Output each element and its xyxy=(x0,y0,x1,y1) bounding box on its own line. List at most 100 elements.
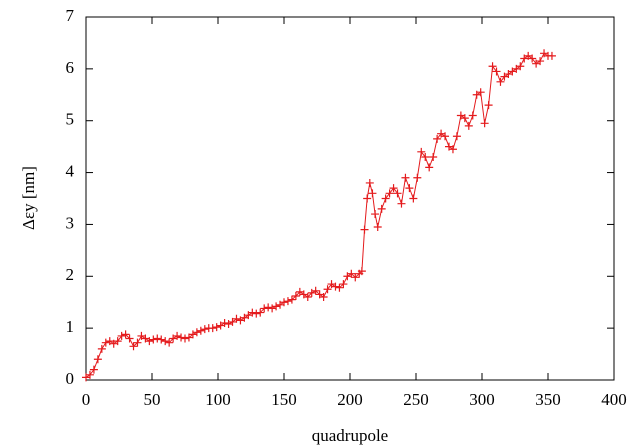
y-tick-label: 5 xyxy=(66,110,75,129)
data-point xyxy=(357,267,366,276)
data-point xyxy=(125,334,134,343)
data-point xyxy=(264,303,273,312)
data-point xyxy=(448,145,457,154)
data-point xyxy=(413,173,422,182)
x-tick-label: 400 xyxy=(601,390,627,409)
data-point xyxy=(347,269,356,278)
data-point xyxy=(303,293,312,302)
data-point xyxy=(291,291,300,300)
data-point xyxy=(260,304,269,313)
data-point xyxy=(464,121,473,130)
plot-frame xyxy=(85,16,615,381)
data-point xyxy=(149,335,158,344)
data-point xyxy=(401,173,410,182)
x-tick-label: 250 xyxy=(403,390,429,409)
data-point xyxy=(97,344,106,353)
data-point xyxy=(429,153,438,162)
data-point xyxy=(425,163,434,172)
x-axis-label: quadrupole xyxy=(312,426,388,445)
data-point xyxy=(373,223,382,232)
data-point xyxy=(196,326,205,335)
data-point xyxy=(200,325,209,334)
data-point xyxy=(480,119,489,128)
x-tick-label: 350 xyxy=(535,390,561,409)
data-point xyxy=(452,132,461,141)
data-point xyxy=(492,67,501,76)
data-point xyxy=(389,184,398,193)
data-point xyxy=(157,335,166,344)
data-point xyxy=(89,365,98,374)
data-point xyxy=(528,54,537,63)
x-tick-label: 50 xyxy=(144,390,161,409)
data-point xyxy=(441,132,450,141)
data-point xyxy=(220,318,229,327)
data-point xyxy=(339,280,348,289)
data-point xyxy=(311,286,320,295)
data-point xyxy=(331,282,340,291)
data-point xyxy=(145,337,154,346)
data-point xyxy=(381,194,390,203)
y-tick-label: 3 xyxy=(66,213,75,232)
data-point xyxy=(371,210,380,219)
data-point xyxy=(536,57,545,66)
data-point xyxy=(547,51,556,60)
data-point xyxy=(323,285,332,294)
data-point xyxy=(133,338,142,347)
data-point xyxy=(256,308,265,317)
y-tick-label: 1 xyxy=(66,317,75,336)
data-point xyxy=(360,225,369,234)
x-tick-label: 100 xyxy=(205,390,231,409)
data-point xyxy=(121,330,130,339)
y-tick-label: 7 xyxy=(66,6,75,25)
x-tick-label: 0 xyxy=(82,390,91,409)
data-point xyxy=(496,77,505,86)
data-point xyxy=(405,184,414,193)
data-point xyxy=(516,62,525,71)
data-point xyxy=(460,114,469,123)
data-point xyxy=(377,204,386,213)
data-point xyxy=(101,338,110,347)
data-point xyxy=(173,331,182,340)
data-point xyxy=(212,323,221,332)
data-point xyxy=(484,101,493,110)
data-point xyxy=(397,199,406,208)
data-point xyxy=(393,189,402,198)
data-point xyxy=(488,62,497,71)
data-point xyxy=(153,334,162,343)
data-point xyxy=(117,331,126,340)
data-point xyxy=(368,189,377,198)
data-point xyxy=(319,293,328,302)
data-point xyxy=(476,88,485,97)
y-tick-label: 4 xyxy=(66,161,75,180)
y-tick-label: 6 xyxy=(66,58,75,77)
data-point xyxy=(365,178,374,187)
data-point xyxy=(252,309,261,318)
data-point xyxy=(409,194,418,203)
data-point xyxy=(208,324,217,333)
data-point xyxy=(177,333,186,342)
data-point xyxy=(280,298,288,307)
data-point xyxy=(113,337,122,346)
y-tick-label: 2 xyxy=(66,265,75,284)
data-point xyxy=(181,334,189,343)
data-point xyxy=(232,314,241,323)
y-tick-label: 0 xyxy=(66,369,75,388)
data-point xyxy=(287,295,296,304)
data-line xyxy=(85,52,552,378)
data-point xyxy=(385,189,394,198)
x-tick-label: 300 xyxy=(469,390,495,409)
data-point xyxy=(468,111,477,120)
data-point xyxy=(335,283,344,292)
data-point xyxy=(224,319,233,328)
x-tick-label: 200 xyxy=(337,390,363,409)
data-point xyxy=(192,328,201,337)
data-point xyxy=(165,338,174,347)
data-point xyxy=(268,304,277,313)
data-point xyxy=(433,134,442,143)
data-point xyxy=(272,302,281,311)
data-point xyxy=(417,147,426,156)
data-point xyxy=(161,337,170,346)
data-point xyxy=(129,342,138,351)
data-point xyxy=(421,153,430,162)
